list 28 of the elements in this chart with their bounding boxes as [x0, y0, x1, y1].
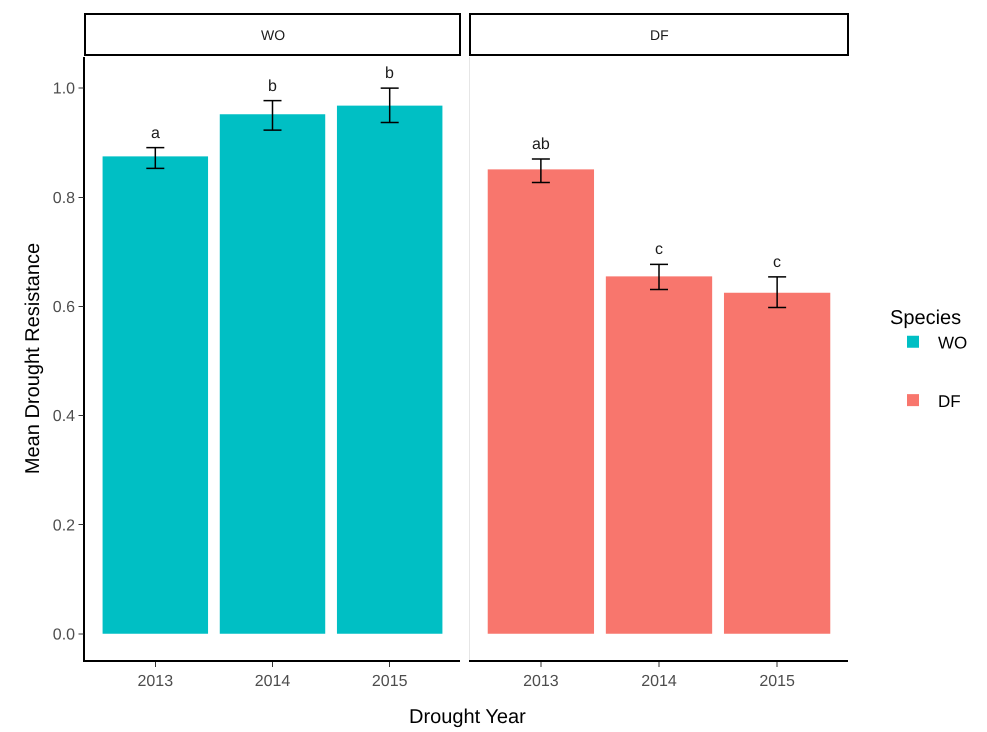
x-tick-label: 2015 — [759, 672, 796, 690]
x-tick-label: 2015 — [372, 672, 408, 690]
x-tick-label: 2014 — [641, 672, 677, 690]
chart-title: WO — [261, 27, 286, 43]
y-tick-label: 0.4 — [52, 408, 76, 426]
annotation: c — [655, 241, 663, 258]
legend-title: Species — [890, 307, 962, 330]
legend-label: DF — [938, 392, 961, 411]
y-tick-label: 0.2 — [52, 517, 76, 534]
legend-label: WO — [938, 333, 968, 352]
annotation: b — [268, 78, 277, 95]
bar — [102, 156, 208, 634]
y-tick-label: 0.0 — [52, 626, 76, 644]
x-tick-label: 2013 — [138, 672, 174, 690]
x-axis-title: Drought Year — [409, 706, 526, 728]
annotation: ab — [532, 136, 550, 153]
chart-title: DF — [650, 27, 669, 43]
annotation: c — [773, 254, 781, 271]
x-tick-label: 2013 — [523, 672, 559, 690]
annotation: b — [385, 65, 394, 82]
y-tick-label: 1.0 — [52, 80, 76, 98]
y-tick-label: 0.8 — [52, 190, 76, 207]
y-tick-label: 0.6 — [52, 298, 76, 316]
bar — [220, 114, 326, 634]
bar — [336, 106, 442, 634]
x-tick-label: 2014 — [254, 672, 290, 690]
annotation: a — [151, 125, 160, 142]
y-axis-title: Mean Drought Resistance — [22, 242, 44, 474]
